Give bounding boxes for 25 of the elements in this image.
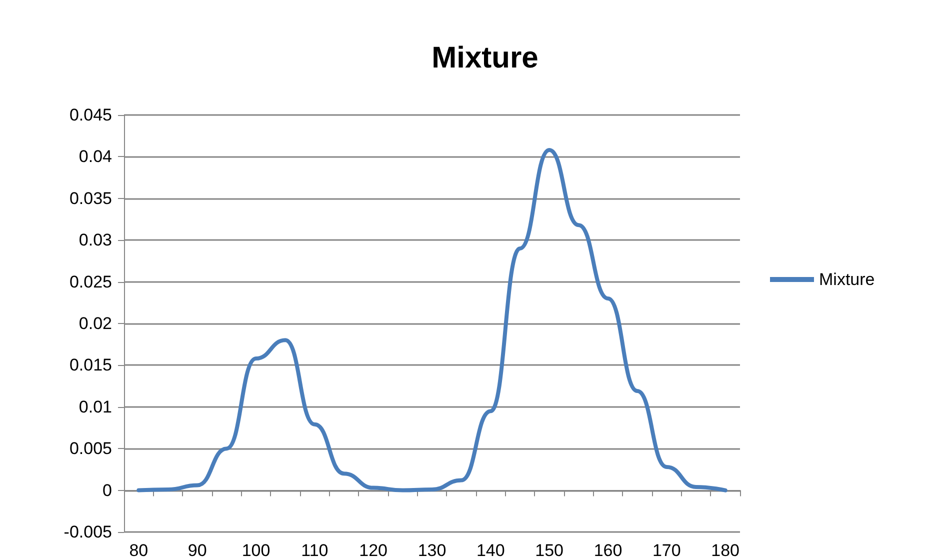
x-tick-label: 80 [129, 541, 148, 559]
line-series [136, 148, 728, 492]
x-tick-label: 90 [188, 541, 207, 559]
y-tick-label: -0.005 [64, 522, 112, 542]
y-tick-label: 0 [102, 480, 112, 500]
x-tick-label: 130 [418, 541, 446, 559]
y-tick-label: 0.03 [78, 230, 112, 250]
x-tick-label: 160 [594, 541, 622, 559]
y-tick-label: 0.04 [78, 147, 112, 166]
legend-label: Mixture [819, 270, 875, 289]
x-tick-label: 150 [535, 541, 564, 559]
x-tick-label: 180 [711, 541, 740, 559]
x-tick-label: 140 [476, 541, 505, 559]
y-tick-label: 0.01 [78, 397, 112, 416]
y-tick-label: 0.045 [69, 106, 112, 124]
y-tick-label: 0.025 [69, 272, 112, 292]
y-tick-label: 0.005 [69, 439, 112, 458]
x-tick-label: 110 [301, 541, 328, 559]
y-tick-label: 0.02 [78, 314, 112, 333]
x-tick-label: 100 [242, 541, 270, 559]
x-tick-label: 170 [652, 541, 681, 559]
y-tick-label: 0.035 [69, 188, 112, 208]
chart-title: Mixture [432, 42, 538, 74]
x-tick-label: 120 [359, 541, 388, 559]
y-tick-label: 0.015 [69, 356, 112, 375]
